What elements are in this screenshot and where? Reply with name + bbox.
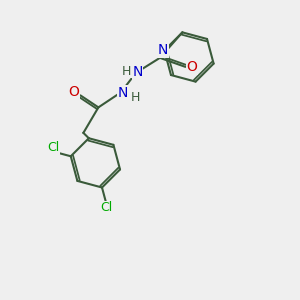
- Text: Cl: Cl: [47, 141, 59, 154]
- Text: Cl: Cl: [100, 201, 112, 214]
- Text: O: O: [187, 60, 197, 74]
- Text: O: O: [68, 85, 79, 99]
- Text: N: N: [158, 44, 168, 57]
- Text: H: H: [122, 65, 131, 78]
- Text: H: H: [131, 91, 141, 104]
- Text: N: N: [117, 86, 128, 100]
- Text: N: N: [132, 65, 142, 79]
